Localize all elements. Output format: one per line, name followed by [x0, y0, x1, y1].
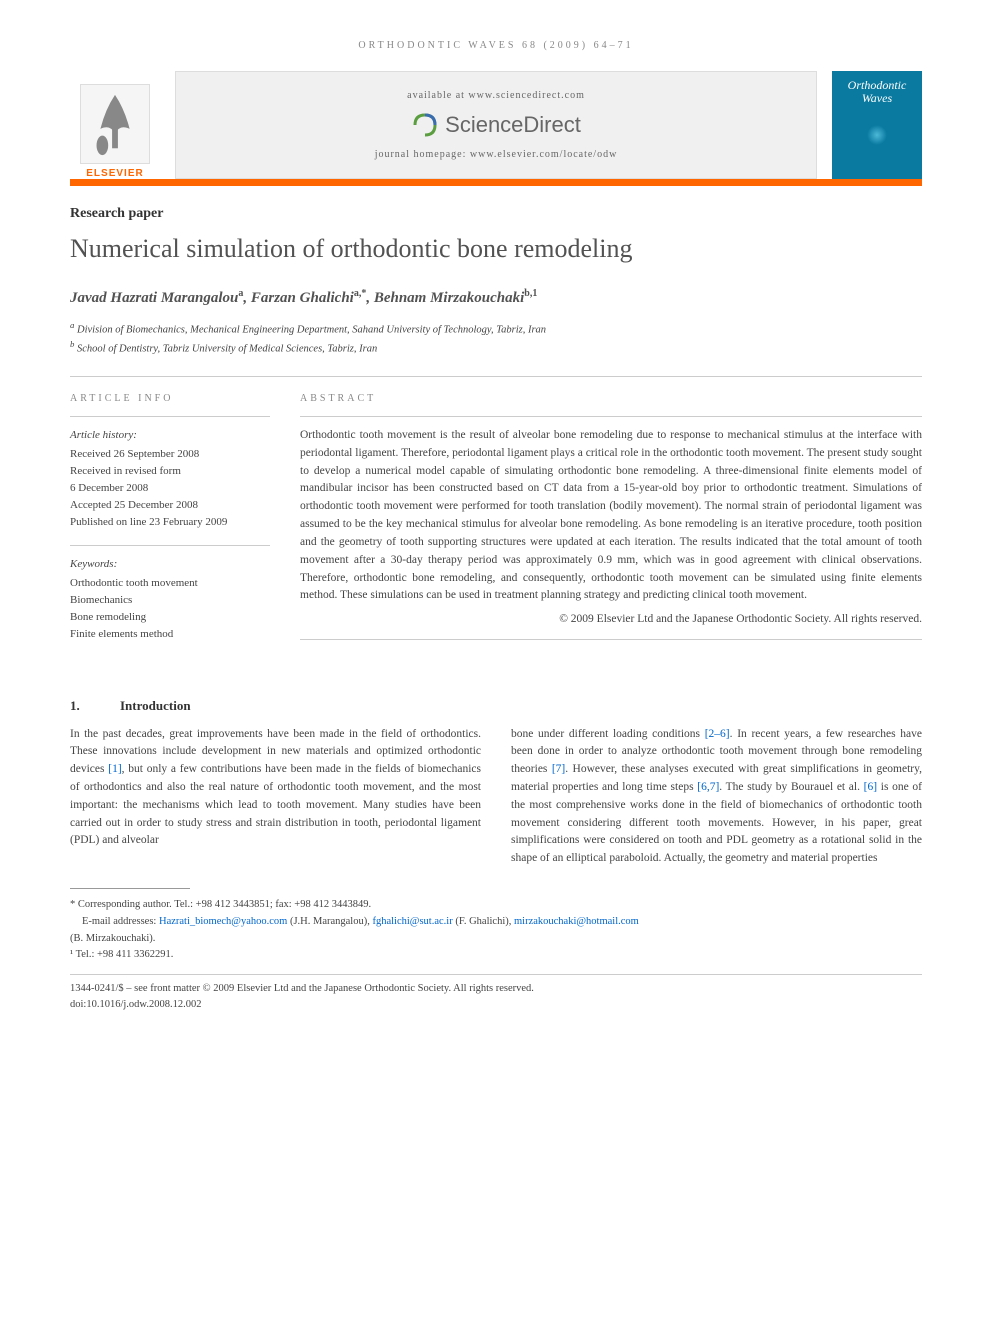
- article-history-block: Article history: Received 26 September 2…: [70, 427, 270, 531]
- body-columns: In the past decades, great improvements …: [70, 726, 922, 869]
- history-line: Published on line 23 February 2009: [70, 514, 270, 531]
- sciencedirect-logo: ScienceDirect: [411, 111, 581, 139]
- elsevier-tree-icon: [80, 84, 150, 164]
- author-3: Behnam Mirzakouchaki: [374, 290, 524, 306]
- divider-top: [70, 376, 922, 377]
- email-who-last: (B. Mirzakouchaki).: [70, 931, 922, 948]
- article-info-column: ARTICLE INFO Article history: Received 2…: [70, 391, 270, 658]
- front-matter-line: 1344-0241/$ – see front matter © 2009 El…: [70, 981, 922, 997]
- ref-link[interactable]: [6,7]: [697, 781, 719, 793]
- info-divider-1: [70, 416, 270, 417]
- cover-title-line2: Waves: [862, 92, 892, 105]
- author-1: Javad Hazrati Marangalou: [70, 290, 238, 306]
- article-info-head: ARTICLE INFO: [70, 391, 270, 407]
- info-divider-2: [70, 545, 270, 546]
- body-text: bone under different loading conditions: [511, 728, 705, 740]
- section-1-head: 1.Introduction: [70, 698, 922, 714]
- journal-homepage-text: journal homepage: www.elsevier.com/locat…: [375, 149, 618, 160]
- abstract-bottom-divider: [300, 639, 922, 640]
- email-link[interactable]: fghalichi@sut.ac.ir: [372, 916, 452, 927]
- corresponding-author-note: * Corresponding author. Tel.: +98 412 34…: [70, 897, 922, 914]
- author-2: Farzan Ghalichi: [251, 290, 354, 306]
- footnote-tel: ¹ Tel.: +98 411 3362291.: [70, 947, 922, 964]
- email-line: E-mail addresses: Hazrati_biomech@yahoo.…: [70, 914, 922, 931]
- masthead-center: available at www.sciencedirect.com Scien…: [175, 71, 817, 179]
- bottom-divider: [70, 974, 922, 975]
- email-link[interactable]: Hazrati_biomech@yahoo.com: [159, 916, 287, 927]
- body-text: , but only a few contributions have been…: [70, 763, 481, 846]
- body-text: . The study by Bourauel et al.: [719, 781, 863, 793]
- cover-drop-icon: [867, 125, 887, 145]
- keyword: Biomechanics: [70, 592, 270, 609]
- orange-divider-bar: [70, 179, 922, 186]
- author-1-sup: a: [238, 288, 243, 299]
- email-who: (F. Ghalichi),: [453, 916, 514, 927]
- bottom-info: 1344-0241/$ – see front matter © 2009 El…: [70, 981, 922, 1013]
- sciencedirect-icon: [411, 111, 439, 139]
- article-title: Numerical simulation of orthodontic bone…: [70, 234, 922, 264]
- elsevier-wordmark: ELSEVIER: [86, 168, 143, 179]
- abstract-column: ABSTRACT Orthodontic tooth movement is t…: [300, 391, 922, 658]
- abstract-copyright: © 2009 Elsevier Ltd and the Japanese Ort…: [300, 611, 922, 629]
- email-link[interactable]: mirzakouchaki@hotmail.com: [514, 916, 639, 927]
- abstract-text: Orthodontic tooth movement is the result…: [300, 427, 922, 605]
- elsevier-logo: ELSEVIER: [70, 71, 160, 179]
- affiliation-a-text: Division of Biomechanics, Mechanical Eng…: [77, 325, 546, 336]
- abstract-divider: [300, 416, 922, 417]
- email-label: E-mail addresses:: [82, 916, 159, 927]
- masthead: ELSEVIER available at www.sciencedirect.…: [70, 71, 922, 179]
- keywords-block: Keywords: Orthodontic tooth movement Bio…: [70, 556, 270, 643]
- abstract-head: ABSTRACT: [300, 391, 922, 407]
- keyword: Finite elements method: [70, 626, 270, 643]
- authors-line: Javad Hazrati Marangaloua, Farzan Ghalic…: [70, 288, 922, 307]
- author-2-sup: a,*: [354, 288, 367, 299]
- keyword: Bone remodeling: [70, 609, 270, 626]
- section-1-num: 1.: [70, 698, 120, 714]
- affiliation-b: b School of Dentistry, Tabriz University…: [70, 338, 922, 357]
- body-col-left: In the past decades, great improvements …: [70, 726, 481, 869]
- keywords-head: Keywords:: [70, 556, 270, 573]
- history-line: 6 December 2008: [70, 480, 270, 497]
- sciencedirect-wordmark: ScienceDirect: [445, 112, 581, 138]
- footnotes: * Corresponding author. Tel.: +98 412 34…: [70, 897, 922, 964]
- doi-line: doi:10.1016/j.odw.2008.12.002: [70, 997, 922, 1013]
- body-col-right: bone under different loading conditions …: [511, 726, 922, 869]
- ref-link[interactable]: [1]: [108, 763, 121, 775]
- history-line: Received in revised form: [70, 463, 270, 480]
- info-abstract-row: ARTICLE INFO Article history: Received 2…: [70, 391, 922, 658]
- history-line: Accepted 25 December 2008: [70, 497, 270, 514]
- section-1-title: Introduction: [120, 698, 191, 713]
- keyword: Orthodontic tooth movement: [70, 575, 270, 592]
- available-at-text: available at www.sciencedirect.com: [407, 90, 585, 101]
- body-text: is one of the most comprehensive works d…: [511, 781, 922, 864]
- affiliation-a: a Division of Biomechanics, Mechanical E…: [70, 319, 922, 338]
- running-header: ORTHODONTIC WAVES 68 (2009) 64–71: [70, 40, 922, 51]
- ref-link[interactable]: [7]: [552, 763, 565, 775]
- paper-type-label: Research paper: [70, 206, 922, 222]
- journal-cover-thumbnail: Orthodontic Waves: [832, 71, 922, 179]
- ref-link[interactable]: [2–6]: [705, 728, 730, 740]
- author-3-sup: b,1: [524, 288, 537, 299]
- email-who: (J.H. Marangalou),: [287, 916, 372, 927]
- footnotes-divider: [70, 888, 190, 889]
- affiliation-b-text: School of Dentistry, Tabriz University o…: [77, 344, 377, 355]
- ref-link[interactable]: [6]: [864, 781, 877, 793]
- article-history-head: Article history:: [70, 427, 270, 444]
- history-line: Received 26 September 2008: [70, 446, 270, 463]
